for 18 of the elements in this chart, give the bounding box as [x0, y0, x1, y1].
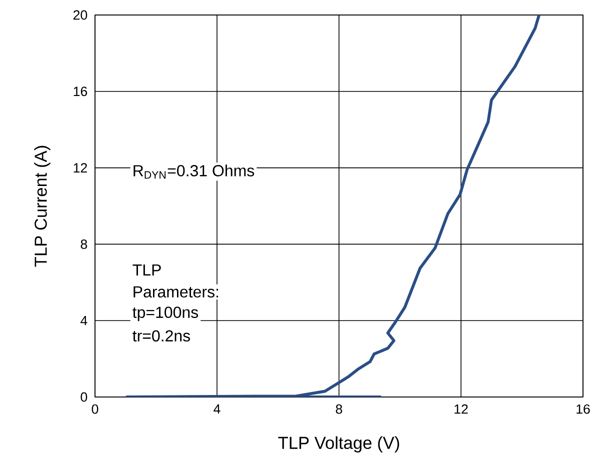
y-tick-label: 8 [80, 239, 88, 249]
x-tick-label: 4 [214, 404, 220, 414]
x-tick-label: 0 [92, 404, 98, 414]
annotation: Parameters: [134, 286, 218, 298]
x-tick-label: 12 [454, 404, 468, 414]
y-tick-label: 12 [74, 163, 87, 172]
y-axis-title: TLP Current (A) [34, 146, 50, 267]
annotation: R$_{DYN}$=0.31 Ohms [134, 164, 254, 179]
annotation: tr=0.2ns [132, 330, 190, 342]
y-tick-label: 0 [80, 392, 88, 402]
x-tick-label: 8 [336, 404, 342, 414]
x-tick-label: 16 [576, 404, 590, 414]
y-tick-label: 16 [74, 86, 88, 96]
x-axis-title: TLP Voltage (V) [278, 436, 400, 452]
y-tick-label: 4 [80, 316, 88, 326]
annotation: tp=100ns [132, 306, 198, 322]
y-tick-label: 20 [73, 10, 88, 20]
annotation: TLP [132, 264, 161, 276]
